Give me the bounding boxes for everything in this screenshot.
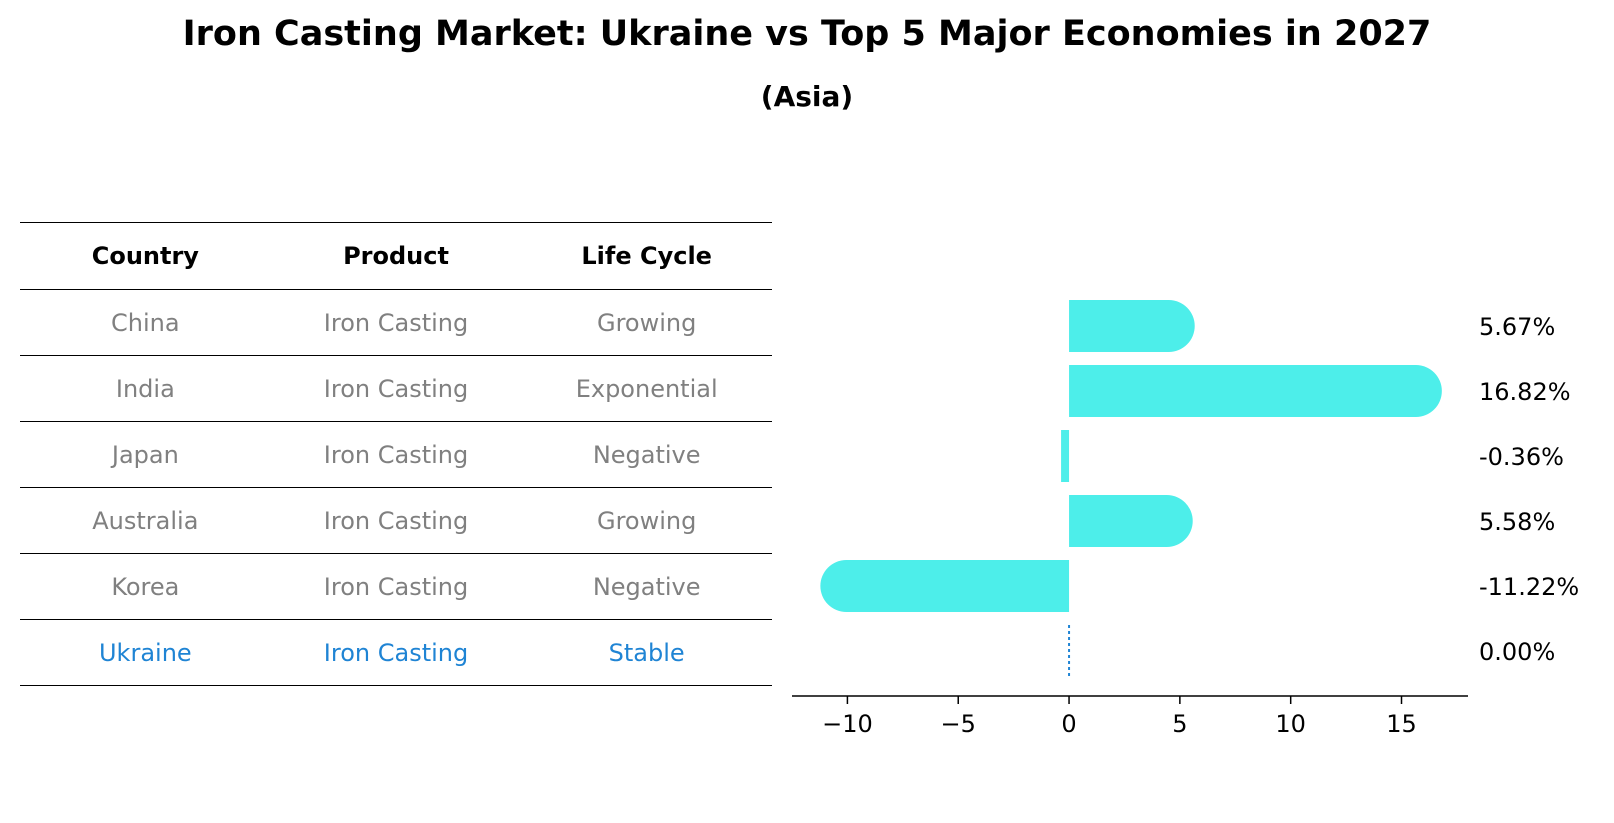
- x-tick-label: 0: [1061, 710, 1076, 738]
- table-row-highlight: Ukraine Iron Casting Stable: [20, 620, 772, 686]
- value-label-japan: -0.36%: [1479, 443, 1564, 471]
- chart-title: Iron Casting Market: Ukraine vs Top 5 Ma…: [182, 14, 1432, 54]
- x-tick-label: −5: [941, 710, 976, 738]
- chart-subtitle: (Asia): [760, 80, 854, 113]
- table-row: China Iron Casting Growing: [20, 290, 772, 356]
- cell-country: Korea: [111, 572, 180, 601]
- x-tick-label: −10: [822, 710, 873, 738]
- table-header-row: Country Product Life Cycle: [20, 222, 772, 290]
- cell-country: Australia: [92, 506, 199, 535]
- cell-country: India: [115, 374, 175, 403]
- value-label-korea: -11.22%: [1479, 573, 1579, 601]
- cell-product: Iron Casting: [323, 572, 469, 601]
- bar-japan: [1061, 430, 1070, 482]
- cell-life-cycle: Negative: [592, 572, 701, 601]
- cell-product: Iron Casting: [323, 308, 469, 337]
- cell-life-cycle: Negative: [592, 440, 701, 469]
- cell-country: China: [111, 308, 180, 337]
- bar-china: [1069, 300, 1195, 352]
- cell-product: Iron Casting: [323, 506, 469, 535]
- value-label-ukraine: 0.00%: [1479, 638, 1555, 666]
- cell-product: Iron Casting: [323, 440, 469, 469]
- table-row: Japan Iron Casting Negative: [20, 422, 772, 488]
- table-row: India Iron Casting Exponential: [20, 356, 772, 422]
- cell-product: Iron Casting: [323, 374, 469, 403]
- x-tick-label: 5: [1172, 710, 1187, 738]
- value-label-australia: 5.58%: [1479, 508, 1555, 536]
- cell-life-cycle: Exponential: [575, 374, 718, 403]
- header-country: Country: [91, 242, 199, 270]
- value-label-china: 5.67%: [1479, 313, 1555, 341]
- bar-india: [1069, 365, 1442, 417]
- cell-product: Iron Casting: [323, 638, 469, 667]
- x-tick-label: 10: [1275, 710, 1306, 738]
- cell-life-cycle: Stable: [608, 638, 685, 667]
- table-row: Australia Iron Casting Growing: [20, 488, 772, 554]
- x-tick-label: 15: [1386, 710, 1417, 738]
- bar-australia: [1069, 495, 1193, 547]
- table-row: Korea Iron Casting Negative: [20, 554, 772, 620]
- bar-korea: [820, 560, 1070, 612]
- cell-life-cycle: Growing: [596, 308, 697, 337]
- cell-country: Ukraine: [98, 638, 192, 667]
- cell-country: Japan: [111, 440, 179, 469]
- header-product: Product: [343, 242, 449, 270]
- header-life-cycle: Life Cycle: [581, 242, 712, 270]
- country-table: Country Product Life Cycle China Iron Ca…: [20, 222, 772, 686]
- cell-life-cycle: Growing: [596, 506, 697, 535]
- value-label-india: 16.82%: [1479, 378, 1571, 406]
